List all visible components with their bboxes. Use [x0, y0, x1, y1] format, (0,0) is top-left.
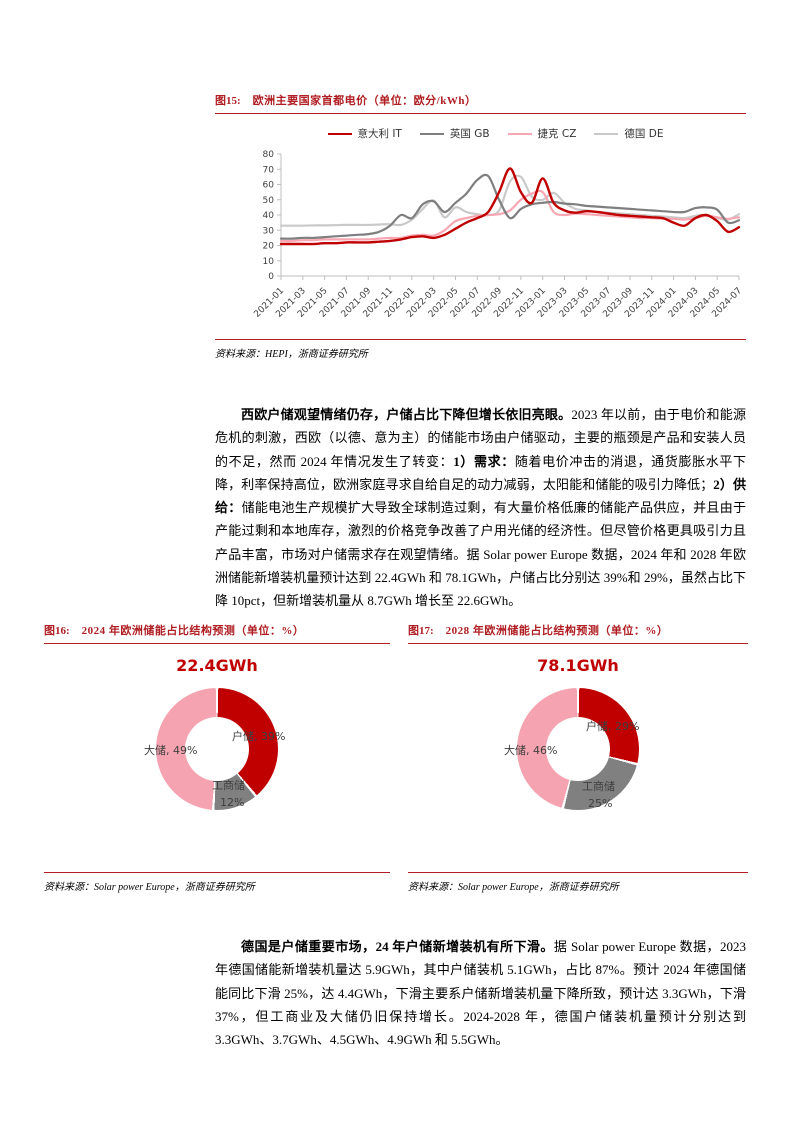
- legend-item: 捷克 CZ: [507, 126, 577, 141]
- donut-slice-label: 户储, 39%: [232, 730, 286, 743]
- legend-swatch: [594, 132, 619, 135]
- figure-15-caption: 图15: 欧洲主要国家首都电价（单位：欧分/kWh）: [215, 92, 746, 114]
- legend-label: 意大利 IT: [357, 128, 402, 140]
- y-axis-label: 60: [263, 181, 275, 191]
- text-segment: 西欧户储观望情绪仍存，户储占比下降但增长依旧亮眼。: [241, 407, 572, 422]
- legend-label: 德国 DE: [624, 128, 664, 140]
- y-axis-label: 20: [263, 242, 275, 252]
- electricity-price-line-chart: 010203040506070802021-012021-032021-0520…: [252, 150, 744, 320]
- legend-item: 英国 GB: [419, 126, 490, 141]
- donut-slice-label: 大储, 49%: [144, 744, 198, 757]
- text-segment: 1）需求：: [453, 453, 515, 469]
- figure-15-source: 资料来源：HEPI，浙商证券研究所: [215, 339, 746, 360]
- figure-16-caption: 图16: 2024 年欧洲储能占比结构预测（单位：%）: [44, 622, 390, 644]
- text-segment: 2023 年以前，由于电价和能源危机的刺激，西欧（以德、意为主）的储能市场由户储…: [215, 407, 746, 469]
- legend-swatch: [507, 132, 532, 135]
- figure-17-caption-title: 2028 年欧洲储能占比结构预测（单位：%）: [445, 625, 669, 637]
- donut-2024-ring: [156, 688, 278, 810]
- donut-slice-label: 大储, 46%: [504, 744, 558, 757]
- y-axis-label: 50: [263, 196, 275, 206]
- figure-15-block: 图15: 欧洲主要国家首都电价（单位：欧分/kWh） 意大利 IT 英国 GB 捷克…: [215, 92, 746, 360]
- donut-slice-label: 户储, 29%: [586, 720, 640, 733]
- y-axis-label: 30: [263, 226, 275, 236]
- legend-swatch: [419, 132, 444, 135]
- figure-16-caption-label: 图16:: [44, 625, 70, 637]
- y-axis-label: 70: [263, 165, 275, 175]
- donut-slice-label: 12%: [220, 796, 245, 809]
- figure-17-source: 资料来源：Solar power Europe，浙商证券研究所: [408, 872, 748, 893]
- text-segment: 储能电池生产规模扩大导致全球制造过剩，有大量价格低廉的储能产品供应，并且由于产能…: [215, 500, 746, 609]
- legend-swatch: [327, 132, 352, 135]
- donut-2024-hole: [185, 717, 249, 781]
- text-segment: 德国是户储重要市场，24 年户储新增装机有所下滑。: [241, 939, 554, 954]
- donut-2028-headline: 78.1GWh: [537, 656, 619, 675]
- legend-label: 英国 GB: [449, 128, 490, 140]
- text-segment: 随着电价冲击的消退，通货膨胀水平下降，利率保持高位，欧洲家庭寻求自给自足的动力减…: [215, 453, 746, 492]
- line-chart-legend: 意大利 IT 英国 GB 捷克 CZ 德国 DE: [245, 126, 746, 141]
- figure-17-caption: 图17: 2028 年欧洲储能占比结构预测（单位：%）: [408, 622, 748, 644]
- legend-label: 捷克 CZ: [537, 128, 577, 140]
- line-series-意大利 IT: [279, 167, 741, 246]
- line-series-德国 DE: [279, 174, 741, 227]
- donut-2028-ring: [517, 688, 639, 810]
- y-axis-label: 10: [263, 257, 275, 267]
- donut-2028-hole: [546, 717, 610, 781]
- figure-16-source: 资料来源：Solar power Europe，浙商证券研究所: [44, 872, 390, 893]
- y-axis-label: 80: [263, 150, 275, 160]
- donut-chart-2028: 78.1GWh 户储, 29% 大储, 46% 工商储 25%: [408, 644, 748, 872]
- body-paragraph-germany: 德国是户储重要市场，24 年户储新增装机有所下滑。据 Solar power E…: [215, 935, 746, 1051]
- figure-15-caption-label: 图15:: [215, 95, 241, 107]
- figure-17-block: 图17: 2028 年欧洲储能占比结构预测（单位：%） 78.1GWh 户储, …: [408, 622, 748, 893]
- line-series-英国 GB: [279, 173, 741, 240]
- figure-16-caption-title: 2024 年欧洲储能占比结构预测（单位：%）: [81, 625, 305, 637]
- donut-slice-label: 工商储: [582, 780, 615, 793]
- donut-2024-headline: 22.4GWh: [176, 656, 258, 675]
- y-axis-label: 0: [268, 272, 274, 282]
- text-segment: 据 Solar power Europe 数据，2023 年德国储能新增装机量达…: [215, 939, 746, 1048]
- text-segment: 2）供给：: [215, 476, 746, 516]
- figure-16-block: 图16: 2024 年欧洲储能占比结构预测（单位：%） 22.4GWh 户储, …: [44, 622, 390, 893]
- line-series-捷克 CZ: [279, 189, 741, 243]
- figure-17-caption-label: 图17:: [408, 625, 434, 637]
- y-axis-label: 40: [263, 211, 275, 221]
- body-paragraph-west-europe: 西欧户储观望情绪仍存，户储占比下降但增长依旧亮眼。2023 年以前，由于电价和能…: [215, 403, 746, 613]
- figure-15-caption-title: 欧洲主要国家首都电价（单位：欧分/kWh）: [252, 95, 477, 107]
- legend-item: 意大利 IT: [327, 126, 402, 141]
- donut-slice-label: 工商储: [212, 779, 245, 792]
- legend-item: 德国 DE: [594, 126, 663, 141]
- donut-chart-2024: 22.4GWh 户储, 39% 大储, 49% 工商储 12%: [44, 644, 390, 872]
- donut-slice-label: 25%: [588, 797, 613, 810]
